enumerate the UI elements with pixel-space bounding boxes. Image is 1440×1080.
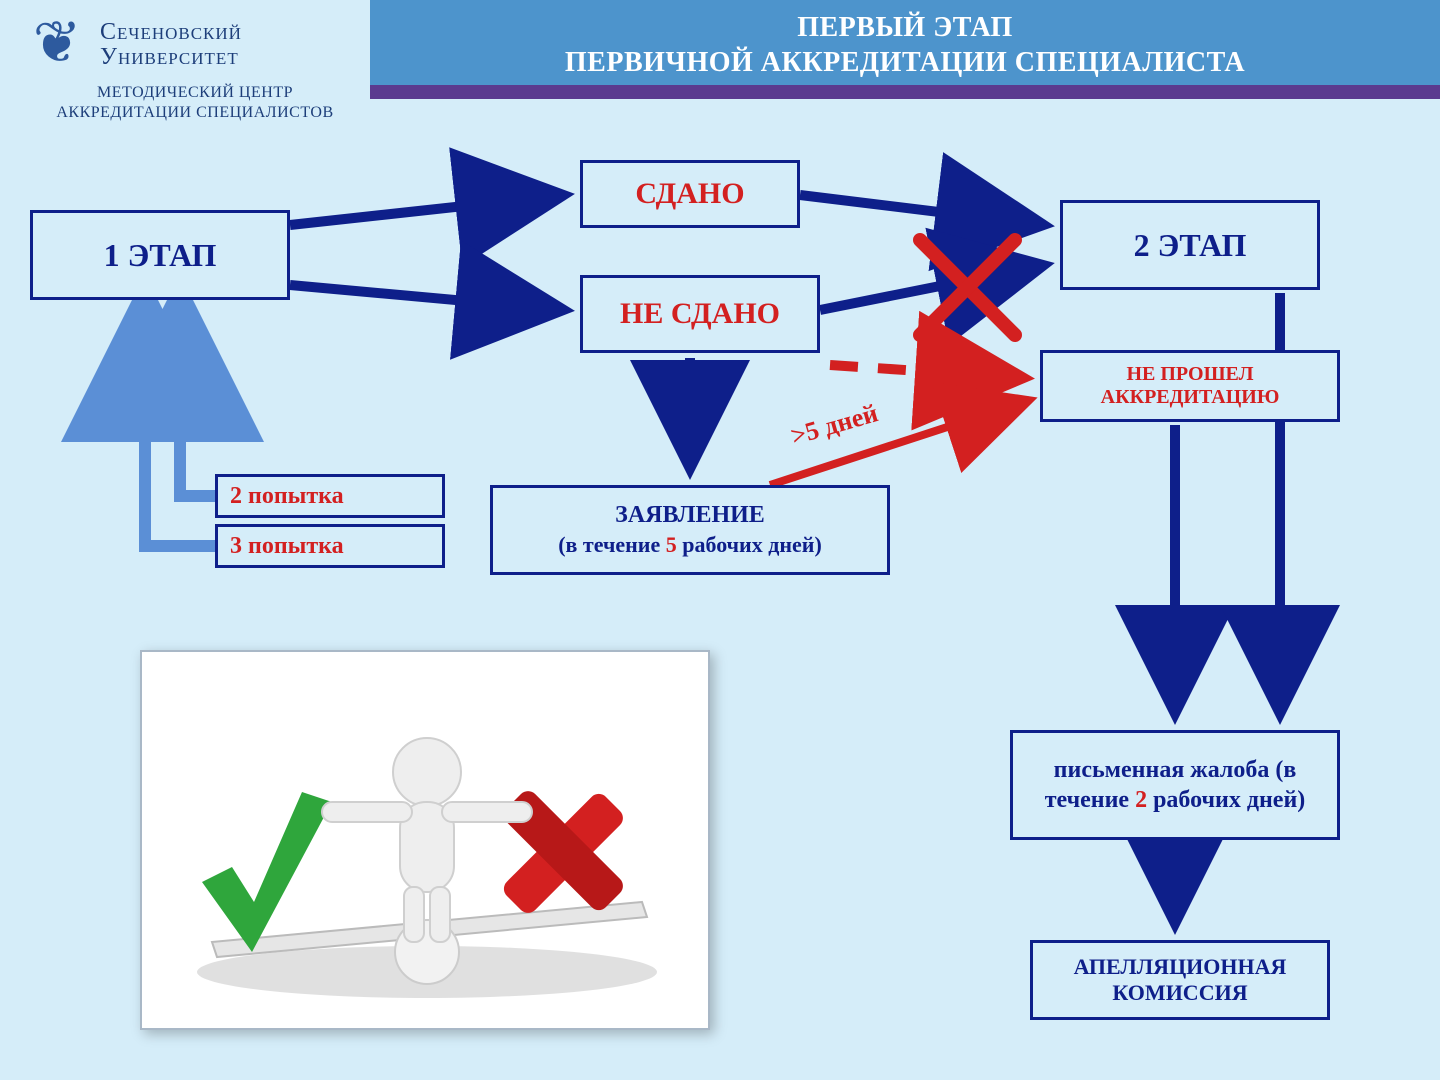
stage2-label: 2 ЭТАП (1134, 227, 1247, 264)
fail-accr-line2: АККРЕДИТАЦИЮ (1101, 386, 1280, 409)
days-label: >5 дней (788, 398, 882, 451)
header-line1: ПЕРВЫЙ ЭТАП (370, 10, 1440, 45)
complaint-num: 2 (1135, 787, 1147, 813)
attempt3-label: 3 попытка (230, 533, 344, 560)
box-attempt2: 2 попытка (215, 474, 445, 518)
attempt2-label: 2 попытка (230, 483, 344, 510)
box-passed: СДАНО (580, 160, 800, 228)
failed-label: НЕ СДАНО (620, 297, 780, 331)
header-bar: ПЕРВЫЙ ЭТАП ПЕРВИЧНОЙ АККРЕДИТАЦИИ СПЕЦИ… (370, 0, 1440, 85)
box-stage2: 2 ЭТАП (1060, 200, 1320, 290)
decision-illustration (140, 650, 710, 1030)
complaint-post: рабочих дней) (1147, 787, 1305, 813)
appeal-line2: КОМИССИЯ (1112, 980, 1247, 1006)
box-complaint: письменная жалоба (в течение 2 рабочих д… (1010, 730, 1340, 840)
university-tree-icon: ❦ (20, 8, 94, 82)
stage1-label: 1 ЭТАП (104, 237, 217, 274)
logo-block: ❦ Сеченовский Университет МЕТОДИЧЕСКИЙ Ц… (20, 8, 370, 122)
logo-name-line2: Университет (100, 45, 242, 70)
box-application: ЗАЯВЛЕНИЕ (в течение 5 рабочих дней) (490, 485, 890, 575)
box-stage1: 1 ЭТАП (30, 210, 290, 300)
box-appeal: АПЕЛЛЯЦИОННАЯ КОМИССИЯ (1030, 940, 1330, 1020)
passed-label: СДАНО (635, 177, 744, 211)
box-attempt3: 3 попытка (215, 524, 445, 568)
header-underline (370, 85, 1440, 99)
fail-accr-line1: НЕ ПРОШЕЛ (1126, 363, 1253, 386)
logo-sub1: МЕТОДИЧЕСКИЙ ЦЕНТР (20, 84, 370, 102)
application-sub-pre: (в течение (558, 532, 666, 557)
box-failed: НЕ СДАНО (580, 275, 820, 353)
appeal-line1: АПЕЛЛЯЦИОННАЯ (1074, 954, 1287, 980)
box-fail-accreditation: НЕ ПРОШЕЛ АККРЕДИТАЦИЮ (1040, 350, 1340, 422)
application-sub-post: рабочих дней) (677, 532, 822, 557)
logo-name-line1: Сеченовский (100, 20, 242, 45)
logo-text: Сеченовский Университет (100, 20, 242, 70)
application-title: ЗАЯВЛЕНИЕ (615, 500, 765, 531)
logo-sub2: АККРЕДИТАЦИИ СПЕЦИАЛИСТОВ (20, 104, 370, 122)
header-line2: ПЕРВИЧНОЙ АККРЕДИТАЦИИ СПЕЦИАЛИСТА (370, 45, 1440, 80)
application-sub-num: 5 (666, 532, 677, 557)
